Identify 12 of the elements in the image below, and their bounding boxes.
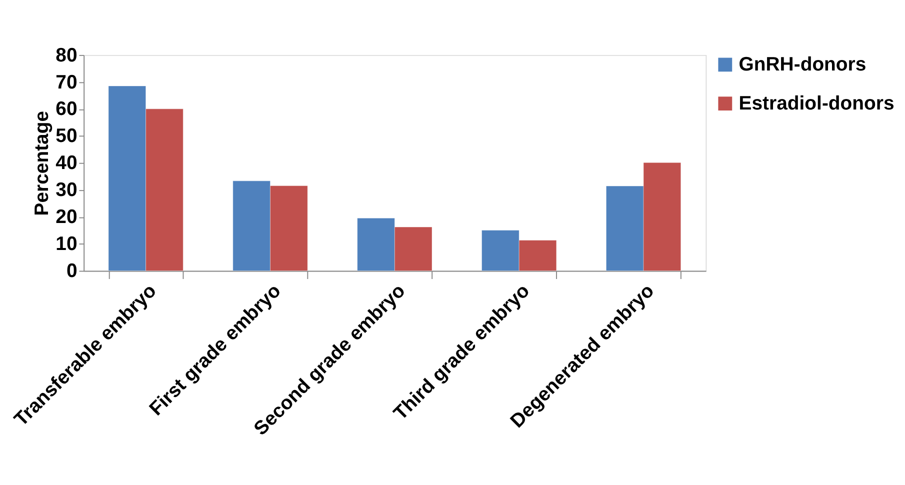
y-tick-label: 50 xyxy=(56,125,78,148)
y-tick-label: 20 xyxy=(56,206,78,228)
y-tick-label: 60 xyxy=(56,98,78,120)
y-tick-label: 0 xyxy=(66,260,78,282)
legend-label: Estradiol-donors xyxy=(738,92,894,114)
legend-label: GnRH-donors xyxy=(738,54,866,76)
y-tick-label: 70 xyxy=(56,71,78,94)
y-tick-label: 40 xyxy=(56,152,78,174)
y-tick-label: 80 xyxy=(56,44,78,66)
y-tick-label: 30 xyxy=(56,179,78,202)
y-axis-title: Percentage xyxy=(30,110,53,216)
y-tick-label: 10 xyxy=(56,233,78,256)
